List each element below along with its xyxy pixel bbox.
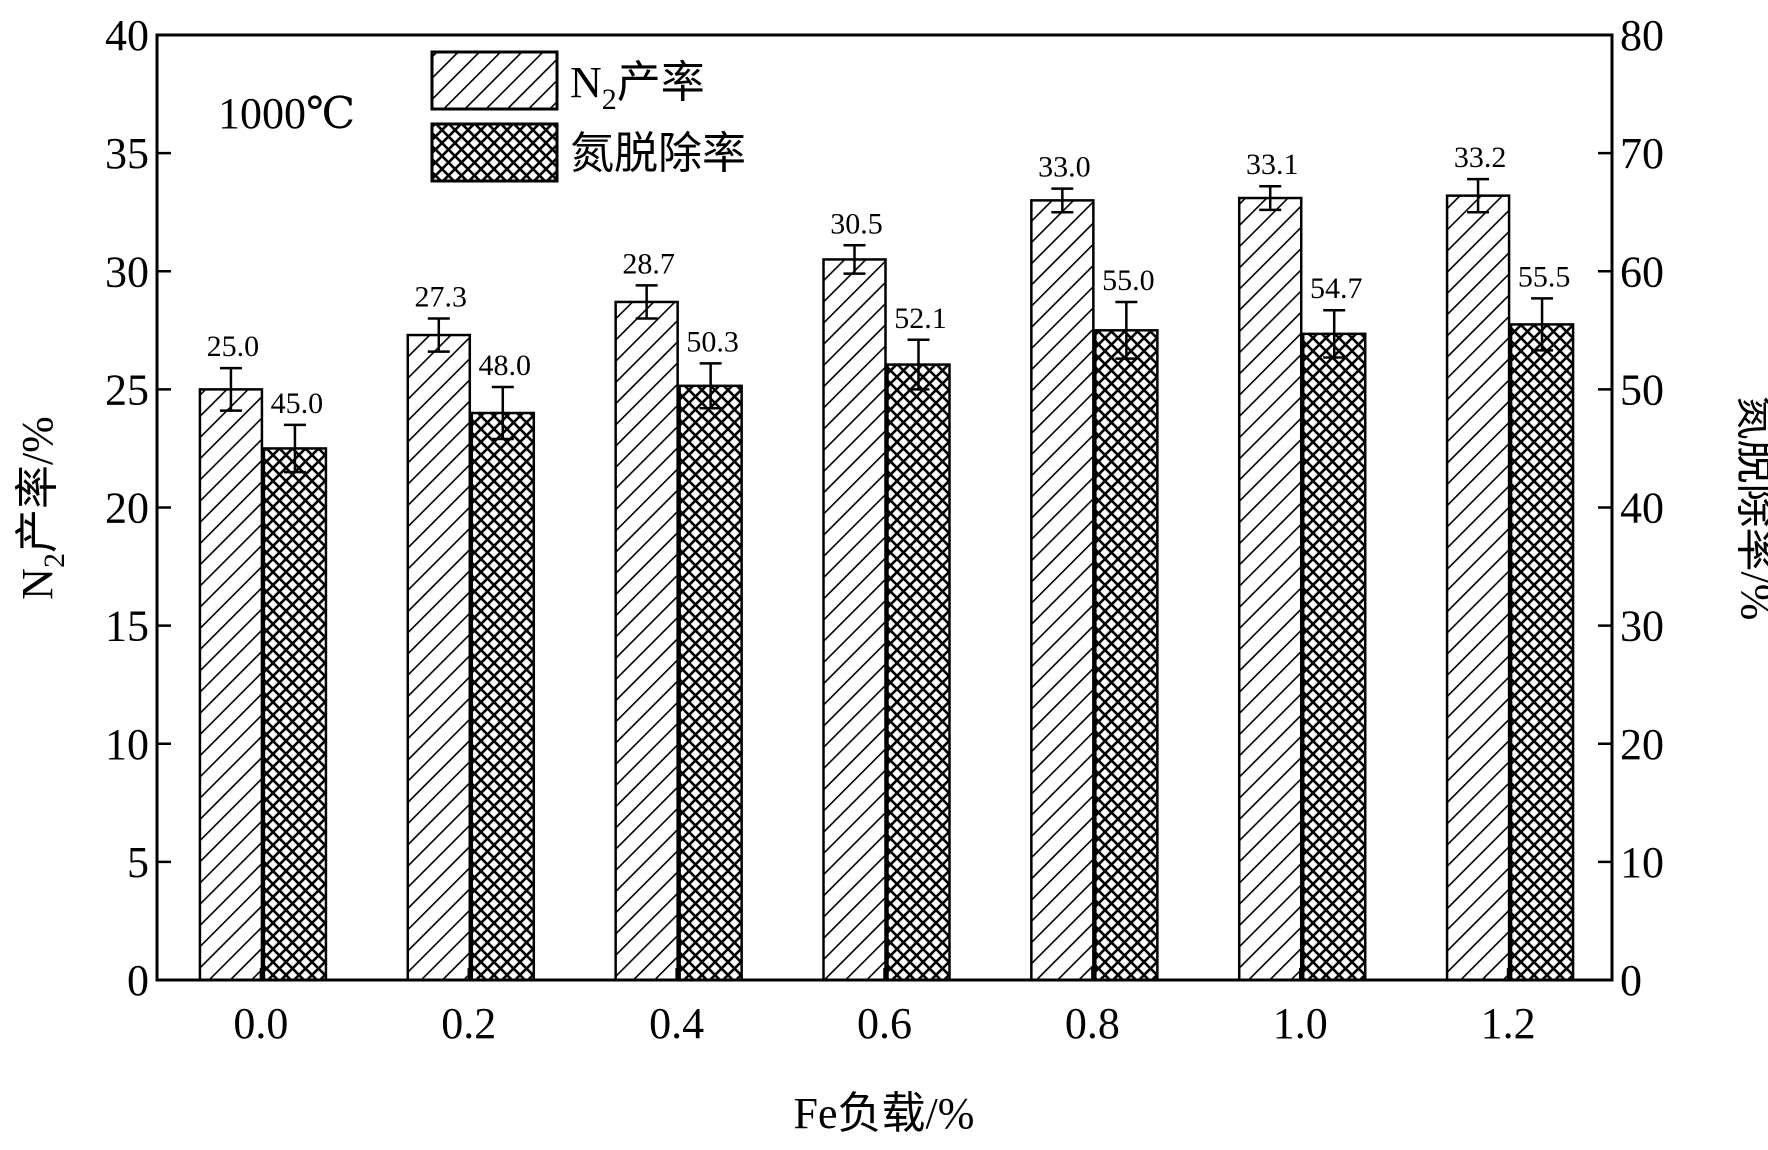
left-axis-ticks: 0 5 10 15 20 25 30 35 40 [105, 11, 171, 1005]
bar-nitrogen-removal [1301, 332, 1367, 982]
data-label-nitrogen-removal: 54.7 [1310, 272, 1363, 305]
x-tick-label: 0.4 [649, 999, 704, 1048]
x-tick-label: 1.2 [1481, 999, 1536, 1048]
bar-n2-yield [1237, 196, 1303, 982]
right-axis-ticks: 0 10 20 30 40 50 60 70 80 [1598, 11, 1664, 1005]
left-y-tick-label: 35 [105, 129, 149, 178]
x-tick-label: 0.2 [441, 999, 496, 1048]
bar-nitrogen-removal [1509, 323, 1575, 982]
right-y-tick-label: 10 [1620, 838, 1664, 887]
legend-swatch-nitrogen-removal [430, 122, 559, 183]
legend: N2产率 氮脱除率 [430, 50, 746, 183]
data-label-nitrogen-removal: 48.0 [479, 349, 532, 382]
data-label-nitrogen-removal: 50.3 [686, 325, 739, 358]
left-y-tick-label: 20 [105, 484, 149, 533]
bar-n2-yield [822, 258, 887, 982]
bar-nitrogen-removal [886, 363, 951, 982]
right-y-tick-label: 40 [1620, 484, 1664, 533]
x-tick-label: 1.0 [1273, 999, 1328, 1048]
x-axis-ticks: 0.0 0.2 0.4 0.6 0.8 1.0 1.2 [233, 968, 1536, 1048]
legend-swatch-n2-yield [430, 50, 559, 111]
bar-nitrogen-removal [678, 384, 743, 982]
data-label-nitrogen-removal: 52.1 [894, 302, 947, 335]
legend-label-n2-yield: N2产率 [570, 58, 705, 116]
data-label-nitrogen-removal: 45.0 [271, 387, 324, 420]
x-tick-label: 0.0 [233, 999, 288, 1048]
data-label-n2-yield: 33.2 [1454, 141, 1507, 174]
data-label-nitrogen-removal: 55.0 [1102, 264, 1155, 297]
data-label-n2-yield: 25.0 [207, 330, 260, 363]
data-label-n2-yield: 28.7 [622, 247, 675, 280]
x-tick-label: 0.8 [1065, 999, 1120, 1048]
bar-nitrogen-removal [470, 411, 536, 982]
left-y-tick-label: 25 [105, 365, 149, 414]
data-label-n2-yield: 33.1 [1246, 148, 1299, 181]
left-y-tick-label: 10 [105, 720, 149, 769]
right-y-tick-label: 20 [1620, 720, 1664, 769]
data-label-n2-yield: 27.3 [415, 281, 468, 314]
temperature-annotation: 1000℃ [218, 89, 355, 138]
bar-n2-yield [614, 300, 679, 982]
x-axis-title: Fe负载/% [794, 1089, 975, 1138]
bar-nitrogen-removal [1094, 329, 1159, 982]
bar-n2-yield [1030, 199, 1095, 982]
right-y-tick-label: 30 [1620, 602, 1664, 651]
right-y-tick-label: 50 [1620, 365, 1664, 414]
bars-layer [198, 177, 1575, 982]
bar-n2-yield [198, 388, 264, 982]
bar-n2-yield [406, 333, 472, 982]
left-y-tick-label: 5 [127, 838, 149, 887]
legend-label-nitrogen-removal: 氮脱除率 [570, 129, 746, 178]
left-y-tick-label: 0 [127, 956, 149, 1005]
left-y-tick-label: 30 [105, 247, 149, 296]
right-y-axis-title: 氮脱除率/% [1732, 396, 1768, 621]
x-tick-label: 0.6 [857, 999, 912, 1048]
right-y-tick-label: 0 [1620, 956, 1642, 1005]
data-label-n2-yield: 33.0 [1038, 151, 1091, 184]
left-y-axis-title: N2产率/% [13, 416, 71, 600]
right-y-tick-label: 80 [1620, 11, 1664, 60]
bar-nitrogen-removal [262, 447, 328, 982]
left-y-tick-label: 15 [105, 602, 149, 651]
right-y-tick-label: 70 [1620, 129, 1664, 178]
data-labels-layer: 25.0 45.0 27.3 48.0 28.7 50.3 30.5 52.1 33.0 55.0… [207, 141, 1571, 420]
data-label-nitrogen-removal: 55.5 [1518, 260, 1571, 293]
data-label-n2-yield: 30.5 [830, 207, 883, 240]
right-y-tick-label: 60 [1620, 247, 1664, 296]
left-y-tick-label: 40 [105, 11, 149, 60]
bar-n2-yield [1445, 194, 1511, 982]
